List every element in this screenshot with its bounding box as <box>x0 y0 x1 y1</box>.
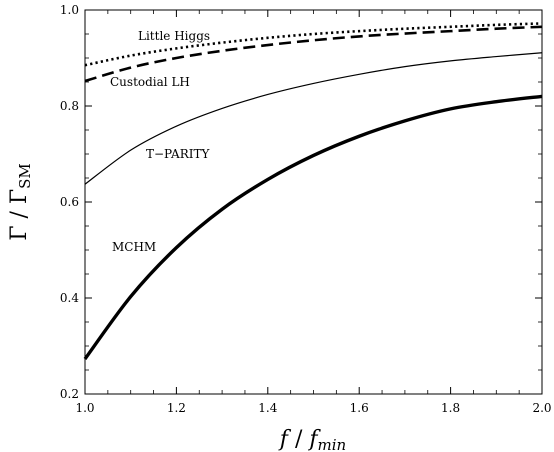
y-tick-label: 0.6 <box>60 195 79 209</box>
y-axis-title-submain: Γ <box>7 189 32 204</box>
tick-labels: 1.0 1.2 1.4 1.6 1.8 2.0 0.2 0.4 0.6 0.8 1.0 <box>60 3 552 415</box>
x-axis-title: f / fmin <box>278 427 346 452</box>
x-axis-title-sub: min <box>318 436 347 452</box>
x-tick-label: 1.2 <box>167 401 186 415</box>
y-tick-label: 0.2 <box>60 387 79 401</box>
y-tick-label: 1.0 <box>60 3 79 17</box>
series-layer <box>83 22 543 360</box>
y-axis-title: Γ / ΓSM <box>7 163 34 241</box>
series-line-thin <box>84 52 543 185</box>
x-tick-label: 1.0 <box>75 401 94 415</box>
series-line-dashed <box>84 25 543 83</box>
x-tick-label: 2.0 <box>532 401 551 415</box>
y-tick-label: 0.8 <box>60 99 79 113</box>
plot-frame <box>84 9 543 395</box>
ticks <box>84 9 543 395</box>
annotation-custodial-lh: Custodial LH <box>110 75 190 89</box>
series-line-thick <box>83 94 543 360</box>
annotation-little-higgs: Little Higgs <box>138 29 210 43</box>
x-tick-label: 1.6 <box>350 401 369 415</box>
y-tick-label: 0.4 <box>60 291 79 305</box>
x-tick-label: 1.8 <box>441 401 460 415</box>
y-axis-title-main: Γ <box>7 226 32 241</box>
x-tick-label: 1.4 <box>258 401 277 415</box>
annotation-t-parity: T−PARITY <box>146 147 210 161</box>
y-axis-title-sep: / <box>7 204 32 225</box>
y-axis-title-sub: SM <box>16 163 34 189</box>
annotation-mchm: MCHM <box>112 240 156 254</box>
x-axis-title-sep: / <box>288 427 309 452</box>
